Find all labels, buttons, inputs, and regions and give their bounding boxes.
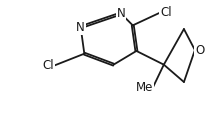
- Text: N: N: [116, 7, 125, 20]
- Text: Cl: Cl: [43, 59, 54, 72]
- Text: Me: Me: [135, 81, 153, 94]
- Text: N: N: [76, 21, 85, 34]
- Text: O: O: [195, 44, 204, 56]
- Text: Cl: Cl: [160, 6, 172, 19]
